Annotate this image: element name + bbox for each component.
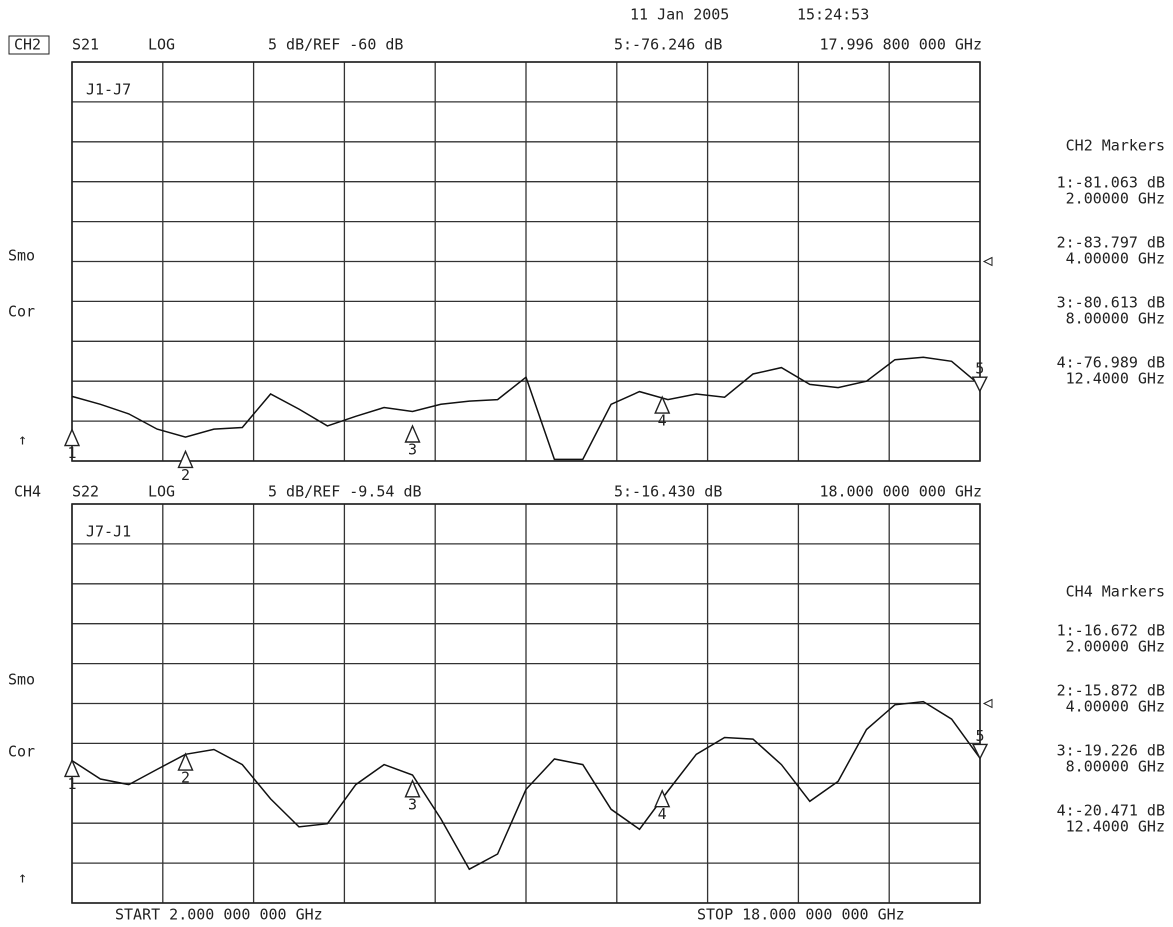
marker-value: 4:-20.471 dB [1057, 802, 1165, 820]
channel-box [8, 35, 50, 55]
side-label: ↑ [18, 869, 27, 887]
marker-frequency: 2.00000 GHz [1066, 638, 1165, 656]
marker-value: 3:-80.613 dB [1057, 294, 1165, 312]
marker-number: 5 [975, 360, 984, 378]
marker-frequency: 8.00000 GHz [1066, 310, 1165, 328]
marker [971, 743, 989, 761]
parameter: S21 [72, 36, 99, 54]
reference-indicator [982, 698, 993, 709]
time: 15:24:53 [797, 6, 869, 24]
reference-indicator [982, 256, 993, 267]
marker-number: 4 [658, 805, 667, 823]
plot-frame [71, 503, 981, 904]
trace-label: J7-J1 [86, 523, 131, 541]
marker-value: 1:-81.063 dB [1057, 174, 1165, 192]
marker-number: 1 [67, 775, 76, 793]
marker-value: 3:-19.226 dB [1057, 742, 1165, 760]
marker-frequency: 12.4000 GHz [1066, 370, 1165, 388]
active-marker-value: 5:-76.246 dB [614, 36, 722, 54]
marker-frequency: 4.00000 GHz [1066, 250, 1165, 268]
marker [63, 758, 81, 778]
date: 11 Jan 2005 [630, 6, 729, 24]
stop-frequency: STOP 18.000 000 000 GHz [697, 906, 905, 924]
marker-number: 5 [975, 727, 984, 745]
marker-frequency: 2.00000 GHz [1066, 190, 1165, 208]
start-frequency: START 2.000 000 000 GHz [115, 906, 323, 924]
marker [404, 424, 421, 443]
marker [404, 779, 421, 798]
active-marker-frequency: 17.996 800 000 GHz [819, 36, 982, 54]
side-label: Smo [8, 247, 35, 265]
marker-value: 4:-76.989 dB [1057, 354, 1165, 372]
trace [71, 700, 981, 871]
marker [177, 752, 194, 771]
channel: CH4 [14, 483, 41, 501]
marker-frequency: 4.00000 GHz [1066, 698, 1165, 716]
side-label: Smo [8, 671, 35, 689]
side-label: ↑ [18, 431, 27, 449]
marker-value: 2:-83.797 dB [1057, 234, 1165, 252]
format: LOG [148, 483, 175, 501]
marker [654, 395, 671, 414]
marker-value: 1:-16.672 dB [1057, 622, 1165, 640]
active-marker-frequency: 18.000 000 000 GHz [819, 483, 982, 501]
marker-number: 2 [181, 769, 190, 787]
format: LOG [148, 36, 175, 54]
active-marker-value: 5:-16.430 dB [614, 483, 722, 501]
markers-title: CH2 Markers [1066, 137, 1165, 155]
channel: CH2 [14, 36, 41, 54]
scale: 5 dB/REF -9.54 dB [268, 483, 422, 501]
trace-label: J1-J7 [86, 81, 131, 99]
marker-number: 3 [408, 440, 417, 458]
marker [971, 376, 988, 393]
marker-value: 2:-15.872 dB [1057, 682, 1165, 700]
side-label: Cor [8, 303, 35, 321]
marker-number: 4 [658, 412, 667, 430]
marker [63, 427, 81, 447]
marker [177, 449, 194, 469]
side-label: Cor [8, 743, 35, 761]
trace [71, 356, 981, 461]
marker-number: 3 [408, 795, 417, 813]
marker [654, 788, 671, 808]
plot-frame [71, 61, 981, 462]
marker-number: 1 [67, 444, 76, 462]
marker-frequency: 8.00000 GHz [1066, 758, 1165, 776]
scale: 5 dB/REF -60 dB [268, 36, 403, 54]
marker-frequency: 12.4000 GHz [1066, 818, 1165, 836]
parameter: S22 [72, 483, 99, 501]
markers-title: CH4 Markers [1066, 583, 1165, 601]
marker-number: 2 [181, 466, 190, 484]
